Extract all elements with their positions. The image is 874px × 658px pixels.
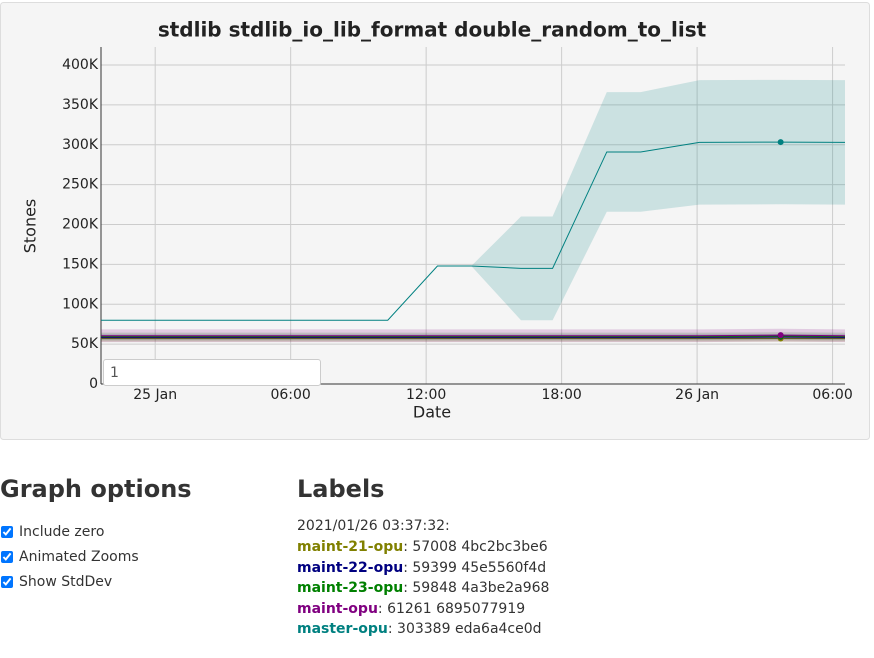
option-row[interactable]: Include zero [0, 523, 104, 541]
option-row[interactable]: Show StdDev [0, 573, 112, 591]
label-value: : 59848 4a3be2a968 [403, 580, 550, 596]
y-tick-label: 200K [62, 217, 99, 233]
y-tick-label: 50K [71, 336, 99, 352]
label-row: master-opu: 303389 eda6a4ce0d [297, 620, 542, 638]
options-title: Graph options [0, 475, 192, 503]
label-name: maint-opu [297, 600, 378, 617]
chart: stdlib stdlib_io_lib_format double_rando… [0, 2, 870, 440]
x-tick-label: 25 Jan [133, 387, 177, 403]
stddev-band [101, 79, 845, 321]
y-tick-label: 100K [62, 296, 99, 312]
plot-area [101, 79, 845, 343]
option-label: Include zero [19, 524, 105, 540]
x-axis-label: Date [413, 403, 451, 422]
label-value: : 59399 45e5560f4d [403, 559, 547, 576]
label-name: master-opu [297, 621, 388, 637]
y-tick-label: 300K [62, 137, 99, 153]
option-checkbox[interactable] [1, 526, 13, 538]
label-value: : 57008 4bc2bc3be6 [403, 539, 548, 555]
option-label: Animated Zooms [19, 549, 139, 565]
x-tick-label: 18:00 [541, 387, 581, 403]
label-row: maint-23-opu: 59848 4a3be2a968 [297, 579, 549, 597]
option-row[interactable]: Animated Zooms [0, 548, 139, 566]
x-tick-label: 12:00 [406, 387, 446, 403]
series-line [101, 334, 845, 337]
x-tick-label: 06:00 [812, 387, 852, 403]
label-value: : 303389 eda6a4ce0d [387, 621, 542, 637]
option-checkbox[interactable] [1, 551, 13, 563]
y-axis-label: Stones [21, 199, 40, 254]
y-tick-label: 350K [62, 97, 99, 113]
labels-title: Labels [297, 475, 385, 503]
label-value: : 61261 6895077919 [377, 600, 526, 617]
label-row: maint-22-opu: 59399 45e5560f4d [297, 559, 546, 577]
y-tick-label: 400K [62, 57, 99, 73]
x-tick-label: 26 Jan [675, 387, 719, 403]
x-tick-label: 06:00 [270, 387, 310, 403]
label-name: maint-22-opu [297, 559, 404, 576]
label-name: maint-21-opu [297, 539, 404, 555]
label-row: maint-opu: 61261 6895077919 [297, 600, 525, 618]
chart-title: stdlib stdlib_io_lib_format double_rando… [158, 18, 707, 42]
chart-panel [0, 2, 870, 440]
series-line [101, 141, 845, 321]
option-checkbox[interactable] [1, 576, 13, 588]
y-tick-label: 150K [62, 256, 99, 272]
labels-timestamp: 2021/01/26 03:37:32: [297, 518, 450, 534]
rolling-period-input[interactable] [103, 359, 321, 386]
selected-point [777, 139, 784, 146]
label-name: maint-23-opu [297, 580, 404, 596]
y-tick-label: 250K [62, 177, 99, 193]
label-row: maint-21-opu: 57008 4bc2bc3be6 [297, 538, 548, 556]
y-tick-label: 0 [89, 376, 98, 392]
selected-point [777, 332, 784, 339]
option-label: Show StdDev [19, 574, 113, 590]
